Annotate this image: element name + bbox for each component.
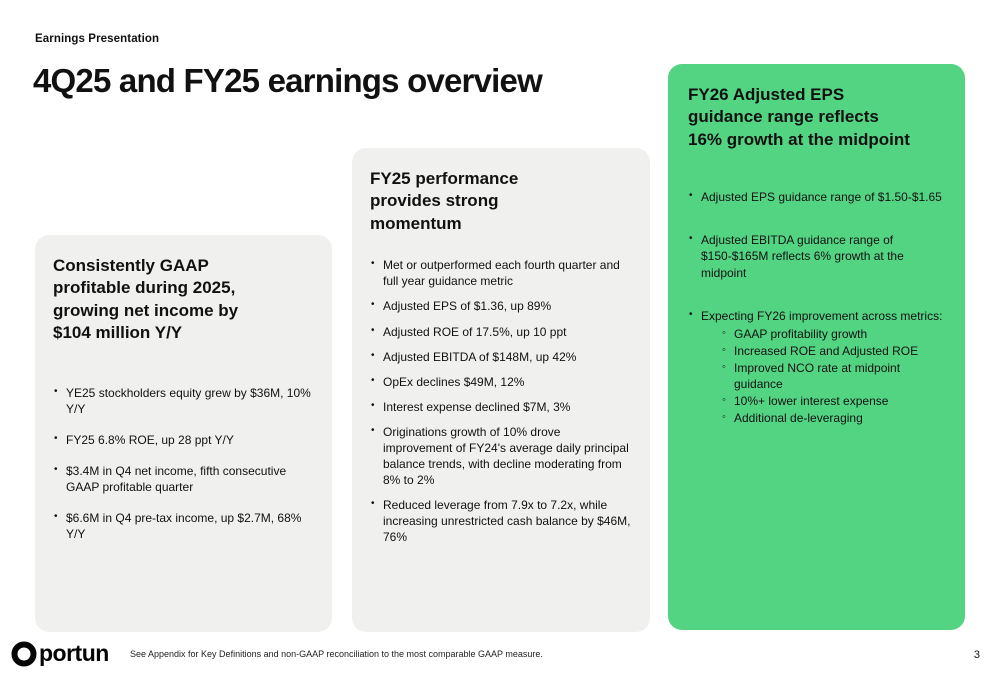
bullet-text: $6.6M in Q4 pre-tax income, up $2.7M, 68… xyxy=(66,511,302,542)
bullet-text: OpEx declines $49M, 12% xyxy=(383,374,525,389)
bullet-text: Adjusted EBITDA guidance range of $150-$… xyxy=(701,233,904,280)
bullet-text: Reduced leverage from 7.9x to 7.2x, whil… xyxy=(383,498,631,545)
sub-bullet-list: GAAP profitability growthIncreased ROE a… xyxy=(722,326,945,426)
page-title: 4Q25 and FY25 earnings overview xyxy=(33,62,543,99)
bullet-text: Adjusted EBITDA of $148M, up 42% xyxy=(383,349,577,364)
card-fy26-heading: FY26 Adjusted EPS guidance range reflect… xyxy=(688,85,910,149)
logo-text: portun xyxy=(39,639,109,666)
card-gaap-heading: Consistently GAAP profitable during 2025… xyxy=(53,256,239,343)
bullet-item: Adjusted ROE of 17.5%, up 10 ppt xyxy=(370,324,632,340)
bullet-item: Reduced leverage from 7.9x to 7.2x, whil… xyxy=(370,497,632,545)
footnote: See Appendix for Key Definitions and non… xyxy=(130,649,543,659)
bullet-item: FY25 6.8% ROE, up 28 ppt Y/Y xyxy=(53,432,314,448)
bullet-item: $6.6M in Q4 pre-tax income, up $2.7M, 68… xyxy=(53,510,314,542)
oportun-logo: portun xyxy=(10,639,109,667)
bullet-item: Originations growth of 10% drove improve… xyxy=(370,424,632,488)
bullet-text: Adjusted ROE of 17.5%, up 10 ppt xyxy=(383,324,567,339)
card-fy25-bullet-list: Met or outperformed each fourth quarter … xyxy=(370,257,632,545)
oportun-o-icon xyxy=(11,641,37,667)
card-fy25-heading: FY25 performance provides strong momentu… xyxy=(370,169,519,233)
bullet-text: FY25 6.8% ROE, up 28 ppt Y/Y xyxy=(66,432,234,447)
bullet-text: Adjusted EPS of $1.36, up 89% xyxy=(383,299,552,314)
bullet-text: $3.4M in Q4 net income, fifth consecutiv… xyxy=(66,463,287,495)
bullet-text: Interest expense declined $7M, 3% xyxy=(383,399,571,414)
sub-bullet-item: 10%+ lower interest expense xyxy=(722,393,945,409)
bullet-item: Adjusted EBITDA guidance range of $150-$… xyxy=(688,232,945,280)
card-fy25-momentum: FY25 performance provides strong momentu… xyxy=(352,148,650,632)
bullet-text: Originations growth of 10% drove improve… xyxy=(383,424,629,488)
bullet-item: Expecting FY26 improvement across metric… xyxy=(688,308,945,427)
bullet-text: Adjusted EPS guidance range of $1.50-$1.… xyxy=(701,190,942,205)
card-gaap-bullet-list: YE25 stockholders equity grew by $36M, 1… xyxy=(53,385,314,543)
bullet-text: Expecting FY26 improvement across metric… xyxy=(701,308,943,323)
bullet-item: OpEx declines $49M, 12% xyxy=(370,374,632,390)
bullet-text: YE25 stockholders equity grew by $36M, 1… xyxy=(66,385,311,416)
bullet-item: YE25 stockholders equity grew by $36M, 1… xyxy=(53,385,314,417)
bullet-item: $3.4M in Q4 net income, fifth consecutiv… xyxy=(53,463,314,495)
card-gaap-profitability: Consistently GAAP profitable during 2025… xyxy=(35,235,332,632)
bullet-item: Adjusted EBITDA of $148M, up 42% xyxy=(370,349,632,365)
card-fy26-bullet-list: Adjusted EPS guidance range of $1.50-$1.… xyxy=(688,189,945,426)
sub-bullet-item: Additional de-leveraging xyxy=(722,410,945,426)
bullet-item: Adjusted EPS guidance range of $1.50-$1.… xyxy=(688,189,945,205)
bullet-text: Met or outperformed each fourth quarter … xyxy=(383,258,620,289)
sub-bullet-item: Improved NCO rate at midpoint guidance xyxy=(722,360,945,392)
bullet-item: Interest expense declined $7M, 3% xyxy=(370,399,632,415)
page-number: 3 xyxy=(973,649,980,661)
bullet-item: Met or outperformed each fourth quarter … xyxy=(370,257,632,289)
sub-bullet-item: Increased ROE and Adjusted ROE xyxy=(722,343,945,359)
sub-bullet-item: GAAP profitability growth xyxy=(722,326,945,342)
card-fy26-guidance: FY26 Adjusted EPS guidance range reflect… xyxy=(668,64,965,630)
eyebrow-label: Earnings Presentation xyxy=(35,33,160,45)
bullet-item: Adjusted EPS of $1.36, up 89% xyxy=(370,298,632,314)
